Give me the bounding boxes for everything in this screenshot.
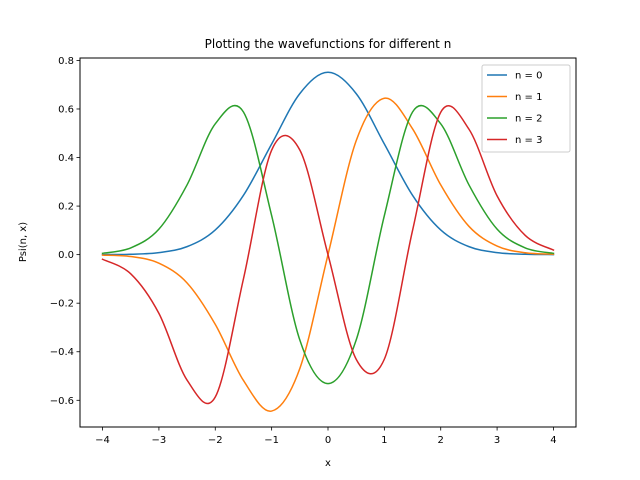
x-tick-label: 0 (325, 435, 331, 446)
y-axis-label: Psi(n, x) (18, 222, 29, 262)
x-tick-label: 4 (550, 435, 556, 446)
y-tick-label: 0.2 (58, 202, 74, 213)
y-tick-label: −0.6 (50, 396, 74, 407)
x-axis: −4 −3 −2 −1 0 1 2 3 4 (95, 427, 557, 446)
x-tick-label: −2 (208, 435, 223, 446)
x-tick-label: 2 (438, 435, 444, 446)
x-tick-label: 3 (494, 435, 500, 446)
x-axis-label: x (325, 458, 331, 469)
y-tick-label: 0.4 (58, 153, 74, 164)
chart-title: Plotting the wavefunctions for different… (205, 37, 452, 51)
legend: n = 0 n = 1 n = 2 n = 3 (481, 64, 571, 153)
x-tick-label: −3 (152, 435, 167, 446)
series-line-1 (101, 71, 555, 256)
plot-area (79, 57, 577, 428)
legend-label: n = 1 (515, 92, 542, 103)
legend-label: n = 3 (515, 135, 542, 146)
y-tick-label: −0.2 (50, 299, 74, 310)
legend-box (481, 64, 571, 153)
series-layer (101, 71, 555, 412)
legend-label: n = 2 (515, 114, 542, 125)
x-tick-label: −1 (264, 435, 279, 446)
y-tick-label: 0.6 (58, 104, 74, 115)
y-tick-label: 0.8 (58, 56, 74, 67)
series-line-3 (101, 104, 555, 385)
series-line-4 (101, 105, 555, 405)
legend-label: n = 0 (515, 71, 542, 82)
y-tick-label: 0.0 (58, 250, 74, 261)
y-axis: −0.6 −0.4 −0.2 0.0 0.2 0.4 0.6 0.8 (50, 56, 80, 407)
y-tick-label: −0.4 (50, 347, 74, 358)
x-tick-label: −4 (95, 435, 110, 446)
x-tick-label: 1 (381, 435, 387, 446)
